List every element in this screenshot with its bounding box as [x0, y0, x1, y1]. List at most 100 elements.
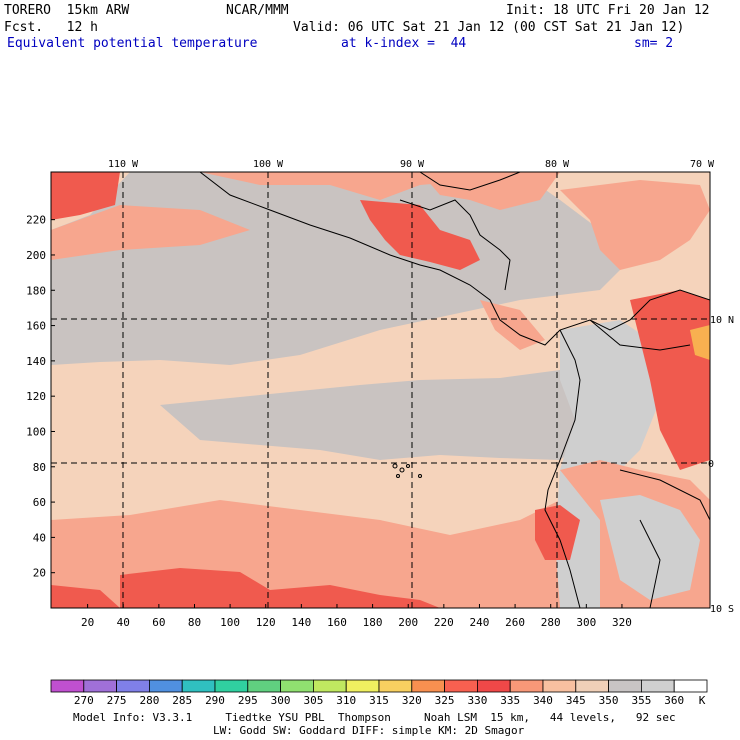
colorbar-label: 275 [106, 694, 127, 707]
lat-label-10n: 10 N [710, 315, 734, 326]
colorbar-swatch [411, 679, 445, 693]
colorbar-swatch [641, 679, 675, 693]
smoothing-label: sm= 2 [634, 36, 674, 51]
lat-label-0: 0 [708, 459, 714, 470]
y-tick-label: 140 [26, 355, 46, 368]
colorbar-label: 300 [270, 694, 291, 707]
colorbar-label: 330 [467, 694, 488, 707]
lon-label-100w: 100 W [253, 159, 284, 170]
land-hot-spot [690, 325, 710, 360]
x-tick-label: 220 [434, 616, 454, 629]
physics-info: LW: Godd SW: Goddard DIFF: simple KM: 2D… [213, 724, 525, 737]
x-tick-label: 200 [398, 616, 418, 629]
x-tick-label: 120 [256, 616, 276, 629]
field-name: Equivalent potential temperature [7, 36, 258, 51]
x-tick-label: 260 [505, 616, 525, 629]
colorbar-swatch [83, 679, 118, 693]
coastlines [199, 172, 710, 608]
lon-label-110w: 110 W [108, 159, 139, 170]
red-band-sw [51, 585, 120, 608]
colorbar-label: 285 [172, 694, 193, 707]
y-axis: 20 40 60 80 100 120 140 160 180 200 220 [26, 214, 55, 580]
x-tick-label: 160 [327, 616, 347, 629]
forecast-hour: Fcst. 12 h [4, 20, 98, 35]
colorbar-swatch [444, 679, 478, 693]
field-shading [51, 172, 710, 608]
gray-region-small [51, 320, 130, 362]
colorbar-unit: K [698, 694, 706, 707]
central-america-red [360, 200, 480, 270]
colorbar-label: 340 [533, 694, 553, 707]
model-info: Model Info: V3.3.1 Tiedtke YSU PBL Thomp… [73, 711, 676, 724]
colorbar-swatch [116, 679, 150, 693]
colorbar-label: 350 [598, 694, 619, 707]
y-tick-label: 60 [33, 496, 46, 509]
gray-region-mid [160, 365, 620, 460]
x-tick-label: 60 [152, 616, 165, 629]
model-title: TORERO 15km ARW [4, 3, 130, 18]
x-tick-label: 140 [291, 616, 311, 629]
y-tick-label: 80 [33, 461, 46, 474]
y-tick-label: 20 [33, 567, 46, 580]
colorbar-label: 280 [139, 694, 160, 707]
colorbar-swatch [247, 679, 282, 693]
latlon-grid [51, 172, 710, 608]
x-tick-label: 100 [220, 616, 240, 629]
x-tick-label: 280 [541, 616, 561, 629]
colorbar-swatch [575, 679, 609, 693]
colorbar-label: 290 [205, 694, 225, 707]
x-tick-label: 20 [81, 616, 94, 629]
x-tick-label: 320 [612, 616, 632, 629]
level-label: at k-index = 44 [341, 36, 467, 51]
colorbar-swatch [148, 679, 183, 693]
colorbar-label: 310 [336, 694, 357, 707]
lon-label-70w: 70 W [690, 159, 715, 170]
y-tick-label: 200 [26, 249, 46, 262]
colorbar-label: 295 [237, 694, 258, 707]
colorbar-swatch [181, 679, 216, 693]
colorbar-label: 325 [434, 694, 455, 707]
center-label: NCAR/MMM [226, 3, 289, 18]
lon-label-90w: 90 W [400, 159, 425, 170]
colorbar-label: 270 [73, 694, 94, 707]
colorbar-swatch [378, 679, 413, 693]
red-caribbean [560, 180, 710, 270]
colorbar-swatch [673, 679, 708, 693]
colorbar-swatch [542, 679, 577, 693]
x-tick-label: 80 [188, 616, 201, 629]
y-tick-label: 40 [33, 531, 46, 544]
colorbar-swatch [312, 679, 347, 693]
colorbar-label: 335 [500, 694, 521, 707]
colorbar-swatch [476, 679, 511, 693]
colorbar-swatch [608, 679, 642, 693]
lat-label-10s: 10 S [710, 604, 734, 615]
lon-label-80w: 80 W [545, 159, 570, 170]
colorbar-swatch [280, 679, 314, 693]
colorbar-swatch [509, 679, 544, 693]
x-tick-label: 240 [470, 616, 490, 629]
salmon-band-west [51, 205, 250, 260]
colorbar-swatch [50, 679, 85, 693]
x-axis: 20 40 60 80 100 120 140 160 180 200 220 240 260 280 30… [81, 604, 632, 629]
colorbar-label: 315 [369, 694, 389, 707]
x-tick-label: 40 [117, 616, 130, 629]
colorbar-swatch [345, 679, 380, 693]
red-band-south [120, 568, 440, 608]
colorbar-swatch [214, 679, 249, 693]
peru-gray [600, 495, 700, 600]
y-tick-label: 220 [26, 214, 46, 227]
x-tick-label: 180 [363, 616, 383, 629]
colorbar-label: 355 [631, 694, 652, 707]
y-tick-label: 180 [26, 284, 46, 297]
colorbar-label: 360 [664, 694, 685, 707]
y-tick-label: 160 [26, 320, 46, 333]
colorbar-label: 320 [401, 694, 422, 707]
red-strip-nw [51, 172, 120, 220]
valid-time: Valid: 06 UTC Sat 21 Jan 12 (00 CST Sat … [293, 20, 685, 35]
yucatan-salmon [420, 172, 560, 210]
land-red-ne [630, 290, 710, 470]
y-tick-label: 120 [26, 390, 46, 403]
y-tick-label: 100 [26, 425, 46, 438]
colorbar-label: 345 [565, 694, 586, 707]
